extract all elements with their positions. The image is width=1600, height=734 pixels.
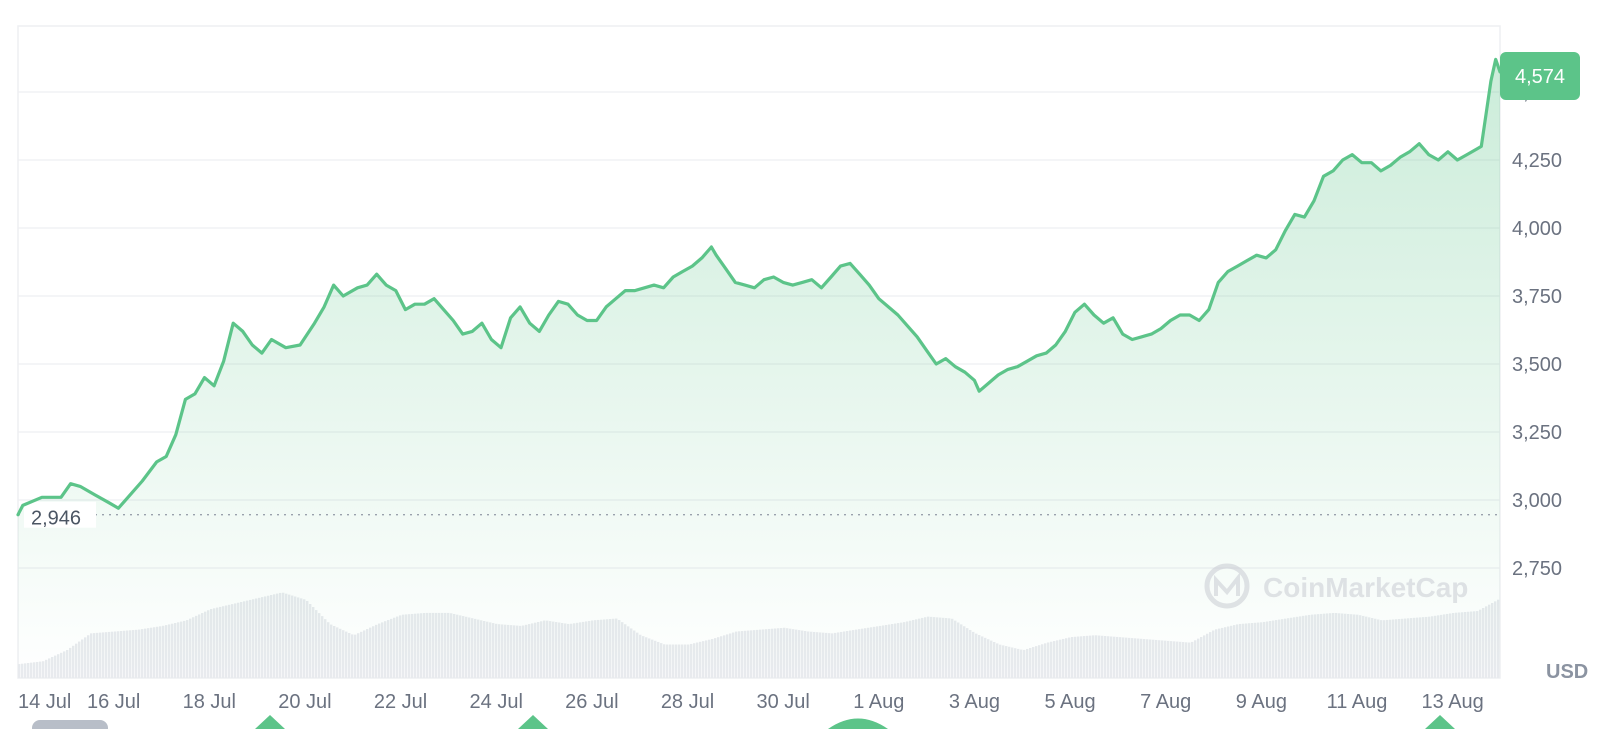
event-marker[interactable] xyxy=(1425,715,1455,729)
x-axis: 14 Jul 16 Jul 18 Jul 20 Jul 22 Jul 24 Jul 26 J… xyxy=(18,691,1484,713)
price-line[interactable] xyxy=(16,57,1502,517)
currency-label: USD xyxy=(1546,661,1588,683)
y-tick-label: 2,750 xyxy=(1512,558,1562,580)
x-tick-label: 16 Jul xyxy=(87,691,140,713)
y-tick-label: 4,250 xyxy=(1512,150,1562,172)
watermark-text: CoinMarketCap xyxy=(1263,572,1468,603)
baseline-reference: 2,946 xyxy=(18,501,1500,530)
y-tick-label: 4,000 xyxy=(1512,218,1562,240)
price-area xyxy=(18,59,1500,678)
baseline-label-bg xyxy=(24,501,96,528)
x-tick-label: 11 Aug xyxy=(1327,691,1388,713)
x-tick-label: 28 Jul xyxy=(661,691,714,713)
x-tick-label: 20 Jul xyxy=(278,691,331,713)
x-tick-label: 9 Aug xyxy=(1236,691,1287,713)
x-tick-label: 5 Aug xyxy=(1044,691,1095,713)
x-tick-label: 13 Aug xyxy=(1422,691,1484,713)
baseline-label: 2,946 xyxy=(31,508,81,530)
x-tick-label: 1 Aug xyxy=(853,691,904,713)
coinmarketcap-logo-icon xyxy=(1204,563,1250,609)
coinmarketcap-watermark: CoinMarketCap xyxy=(1204,563,1468,609)
last-price-badge: 4,574 xyxy=(1500,52,1580,100)
x-tick-label: 18 Jul xyxy=(183,691,236,713)
event-marker[interactable] xyxy=(255,715,285,729)
x-tick-label: 30 Jul xyxy=(756,691,809,713)
x-tick-label: 7 Aug xyxy=(1140,691,1191,713)
event-marker[interactable] xyxy=(518,715,548,729)
x-tick-label: 14 Jul xyxy=(18,691,71,713)
y-tick-label: 3,000 xyxy=(1512,490,1562,512)
y-tick-label: 3,250 xyxy=(1512,422,1562,444)
event-marker-pill[interactable] xyxy=(32,720,108,734)
price-area-fill xyxy=(18,59,1500,678)
event-markers[interactable] xyxy=(32,715,1455,734)
last-price-label: 4,574 xyxy=(1515,66,1565,88)
y-tick-label: 3,750 xyxy=(1512,286,1562,308)
y-tick-label: 3,500 xyxy=(1512,354,1562,376)
x-tick-label: 26 Jul xyxy=(565,691,618,713)
x-tick-label: 3 Aug xyxy=(949,691,1000,713)
event-marker[interactable] xyxy=(828,718,888,730)
x-tick-label: 22 Jul xyxy=(374,691,427,713)
x-tick-label: 24 Jul xyxy=(470,691,523,713)
price-line-group xyxy=(16,57,1502,517)
